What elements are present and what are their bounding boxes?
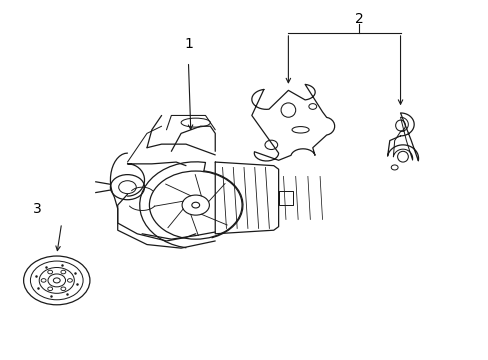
Text: 1: 1	[183, 37, 192, 51]
Text: 3: 3	[33, 202, 41, 216]
Text: 2: 2	[354, 12, 363, 26]
